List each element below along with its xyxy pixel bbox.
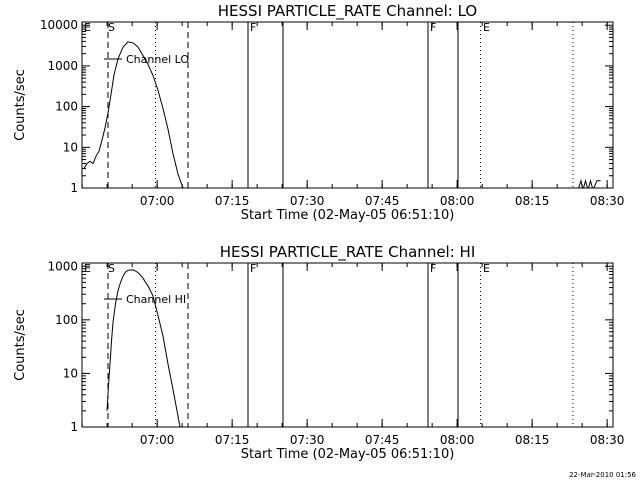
y-tick-label: 1 (70, 420, 78, 434)
event-marker-label: F (250, 262, 256, 275)
legend-label-hi: Channel HI (126, 293, 186, 306)
plot-frame-lo (81, 21, 614, 189)
y-axis-label-lo: Counts/sec (13, 69, 28, 141)
y-tick-label: 10000 (40, 18, 78, 32)
event-marker-label: E (84, 21, 91, 34)
y-tick-label: 10 (63, 140, 78, 154)
event-marker-label: E (84, 262, 91, 275)
x-tick-label: 07:45 (365, 433, 400, 447)
timestamp-footer: 22-Mar-2010 01:56 (569, 471, 636, 479)
x-tick-label: 07:30 (290, 194, 325, 208)
y-tick-label: 10 (63, 366, 78, 380)
legend-label-lo: Channel LO (126, 53, 189, 66)
x-tick-label: 08:00 (440, 194, 475, 208)
x-tick-label: 07:00 (140, 433, 175, 447)
x-tick-label: 07:15 (215, 194, 250, 208)
x-tick-label: 08:00 (440, 433, 475, 447)
series-line-hi (106, 269, 181, 427)
x-tick-label: 07:45 (365, 194, 400, 208)
event-marker-label: E (483, 21, 490, 34)
panel-lo: HESSI PARTICLE_RATE Channel: LO 1 10 100 100… (13, 2, 624, 223)
event-marker-label: F (430, 21, 436, 34)
event-marker-label: S (108, 262, 115, 275)
event-marker-label: S (108, 21, 115, 34)
event-marker-label: F (250, 21, 256, 34)
chart-title-hi: HESSI PARTICLE_RATE Channel: HI (220, 243, 476, 262)
y-tick-label: 1000 (47, 59, 78, 73)
event-marker-label: E (483, 262, 490, 275)
x-tick-label: 07:30 (290, 433, 325, 447)
x-tick-label: 08:30 (590, 194, 625, 208)
x-tick-label: 08:15 (515, 433, 550, 447)
x-tick-label: 08:30 (590, 433, 625, 447)
panel-hi: HESSI PARTICLE_RATE Channel: HI 1 10 100 100… (13, 243, 624, 462)
x-tick-label: 08:15 (515, 194, 550, 208)
event-marker-label: F (430, 262, 436, 275)
plot-frame-hi (81, 262, 614, 428)
y-tick-label: 1000 (47, 259, 78, 273)
x-tick-label: 07:15 (215, 433, 250, 447)
y-tick-label: 1 (70, 181, 78, 195)
x-tick-label: 07:00 (140, 194, 175, 208)
series-line-lo (578, 178, 601, 188)
x-axis-label-lo: Start Time (02-May-05 06:51:10) (241, 208, 455, 223)
y-tick-label: 100 (55, 100, 78, 114)
x-axis-label-hi: Start Time (02-May-05 06:51:10) (241, 447, 455, 462)
chart-title-lo: HESSI PARTICLE_RATE Channel: LO (218, 2, 477, 21)
y-axis-label-hi: Counts/sec (13, 309, 28, 381)
series-line-lo (83, 41, 184, 188)
y-tick-label: 100 (55, 313, 78, 327)
